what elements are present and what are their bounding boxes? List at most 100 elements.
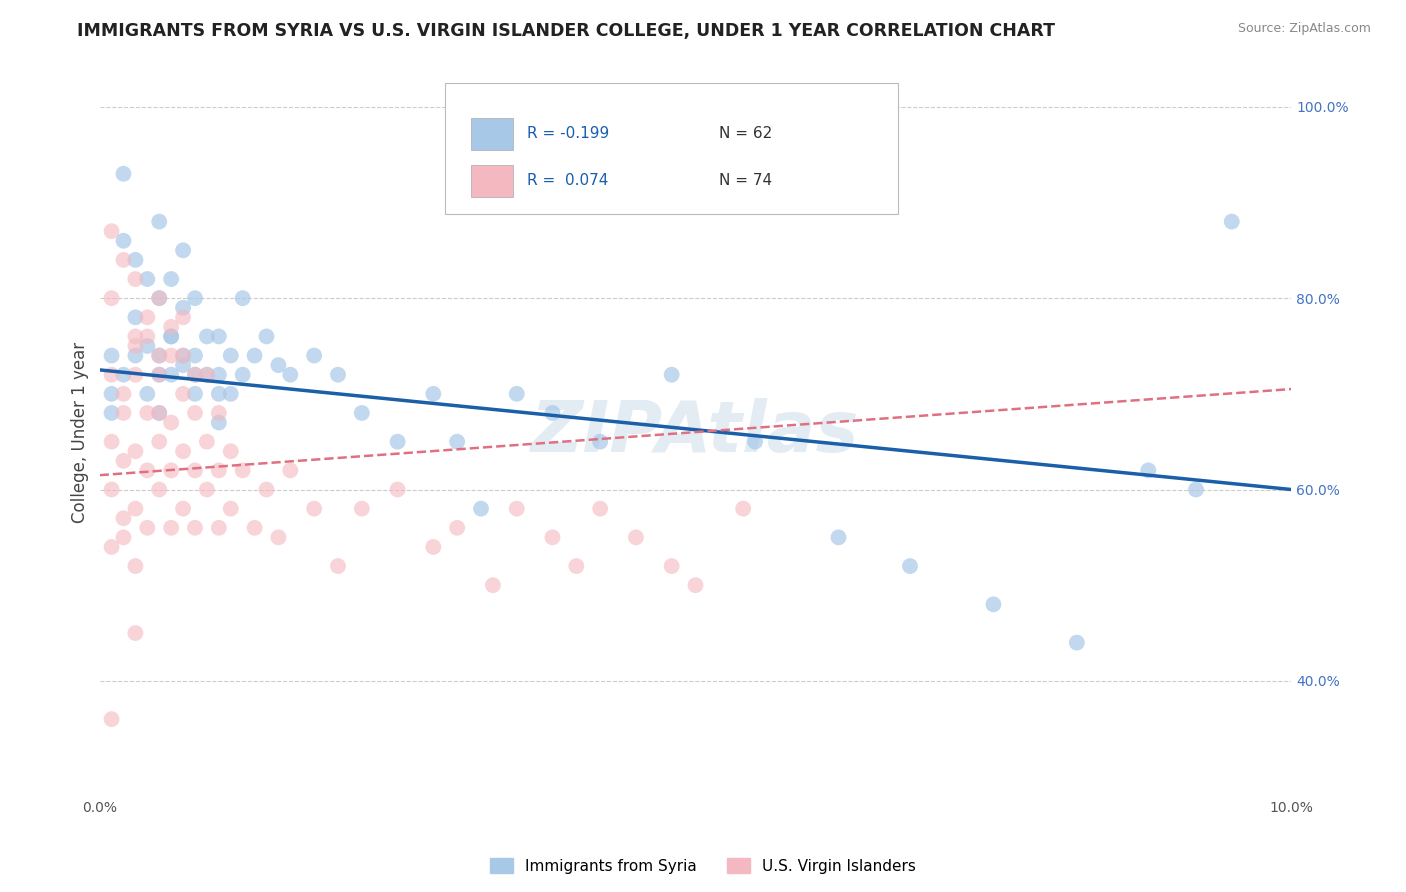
- Point: [124, 368, 146, 382]
- Point: [243, 521, 266, 535]
- Point: [744, 434, 766, 449]
- Point: [278, 368, 301, 382]
- Point: [160, 329, 183, 343]
- Point: [112, 511, 135, 525]
- Point: [124, 501, 146, 516]
- Point: [624, 530, 647, 544]
- Point: [148, 214, 170, 228]
- Point: [148, 368, 170, 382]
- Point: [112, 234, 135, 248]
- Point: [350, 406, 373, 420]
- Point: [482, 578, 505, 592]
- Point: [100, 224, 122, 238]
- Point: [124, 626, 146, 640]
- Text: N = 74: N = 74: [720, 173, 772, 188]
- Point: [160, 272, 183, 286]
- Point: [136, 521, 159, 535]
- Text: N = 62: N = 62: [720, 127, 772, 142]
- Point: [326, 559, 349, 574]
- Point: [195, 483, 218, 497]
- Point: [208, 368, 231, 382]
- Point: [160, 416, 183, 430]
- Text: R = -0.199: R = -0.199: [527, 127, 610, 142]
- Point: [1137, 463, 1160, 477]
- Point: [172, 358, 194, 372]
- Point: [136, 406, 159, 420]
- Point: [184, 291, 207, 305]
- Point: [232, 291, 254, 305]
- Point: [208, 406, 231, 420]
- Point: [243, 349, 266, 363]
- Point: [148, 434, 170, 449]
- Point: [172, 310, 194, 325]
- Point: [160, 329, 183, 343]
- Point: [148, 291, 170, 305]
- Point: [124, 252, 146, 267]
- Point: [219, 444, 242, 458]
- Point: [470, 501, 492, 516]
- Bar: [471, 118, 513, 150]
- Point: [589, 501, 612, 516]
- Point: [160, 368, 183, 382]
- Point: [1220, 214, 1243, 228]
- Point: [898, 559, 921, 574]
- Point: [208, 329, 231, 343]
- Point: [100, 387, 122, 401]
- Point: [661, 368, 683, 382]
- Point: [112, 454, 135, 468]
- Point: [256, 329, 278, 343]
- Point: [733, 501, 755, 516]
- Point: [256, 483, 278, 497]
- Point: [100, 291, 122, 305]
- Point: [112, 406, 135, 420]
- Point: [184, 521, 207, 535]
- Point: [136, 387, 159, 401]
- Point: [148, 349, 170, 363]
- Point: [136, 272, 159, 286]
- Point: [565, 559, 588, 574]
- Point: [685, 578, 707, 592]
- Point: [124, 310, 146, 325]
- Point: [136, 329, 159, 343]
- Point: [208, 387, 231, 401]
- Text: IMMIGRANTS FROM SYRIA VS U.S. VIRGIN ISLANDER COLLEGE, UNDER 1 YEAR CORRELATION : IMMIGRANTS FROM SYRIA VS U.S. VIRGIN ISL…: [77, 22, 1056, 40]
- Point: [446, 521, 468, 535]
- Point: [172, 349, 194, 363]
- Point: [208, 416, 231, 430]
- Point: [506, 501, 529, 516]
- Point: [100, 540, 122, 554]
- Point: [541, 406, 564, 420]
- Point: [112, 252, 135, 267]
- Point: [232, 463, 254, 477]
- Point: [148, 349, 170, 363]
- Point: [136, 463, 159, 477]
- Point: [387, 483, 409, 497]
- Text: Source: ZipAtlas.com: Source: ZipAtlas.com: [1237, 22, 1371, 36]
- Point: [589, 434, 612, 449]
- Point: [661, 559, 683, 574]
- Point: [124, 339, 146, 353]
- Point: [302, 501, 325, 516]
- Point: [387, 434, 409, 449]
- Point: [100, 406, 122, 420]
- Point: [124, 444, 146, 458]
- Point: [195, 329, 218, 343]
- Point: [506, 387, 529, 401]
- Point: [148, 406, 170, 420]
- Point: [184, 368, 207, 382]
- Point: [350, 501, 373, 516]
- Point: [219, 387, 242, 401]
- Point: [172, 301, 194, 315]
- Point: [208, 463, 231, 477]
- Point: [160, 349, 183, 363]
- Legend: Immigrants from Syria, U.S. Virgin Islanders: Immigrants from Syria, U.S. Virgin Islan…: [484, 852, 922, 880]
- Point: [100, 368, 122, 382]
- Point: [148, 368, 170, 382]
- Point: [184, 349, 207, 363]
- Point: [326, 368, 349, 382]
- Point: [124, 329, 146, 343]
- Point: [1066, 635, 1088, 649]
- Point: [148, 291, 170, 305]
- Point: [148, 483, 170, 497]
- Y-axis label: College, Under 1 year: College, Under 1 year: [72, 342, 89, 523]
